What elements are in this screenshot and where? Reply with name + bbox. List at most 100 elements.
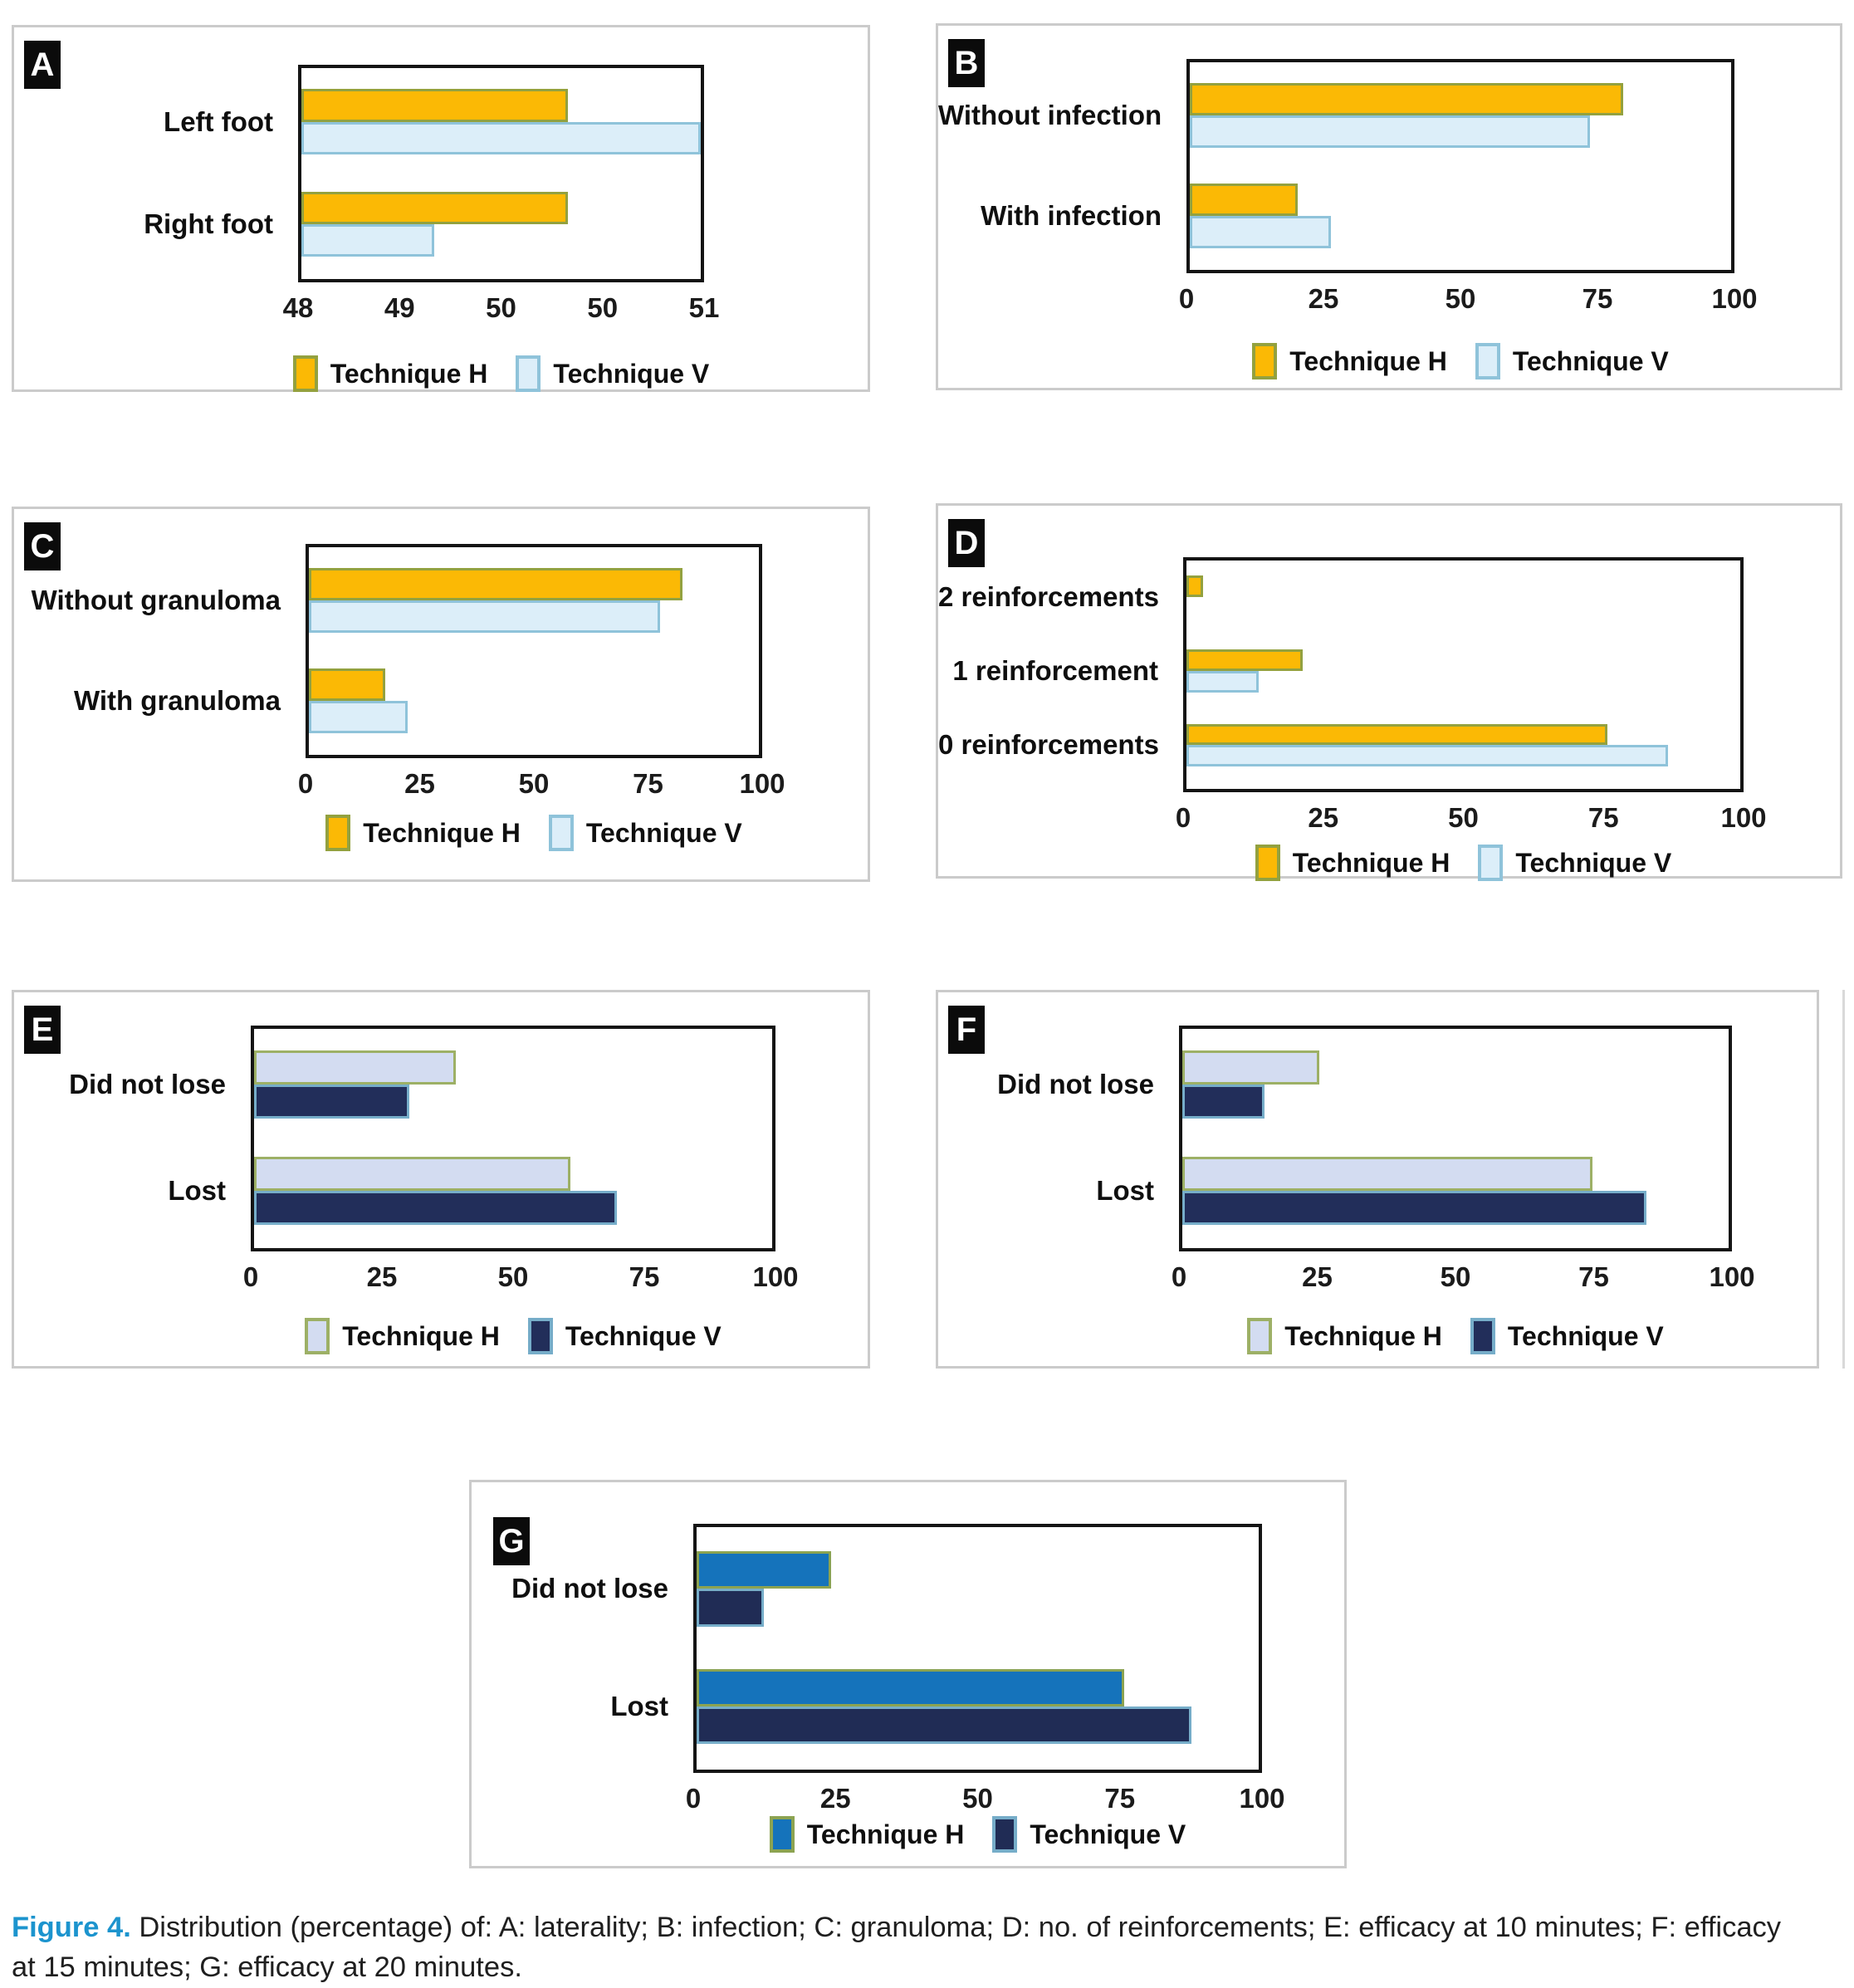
legend-swatch-technique-h (305, 1318, 330, 1354)
category-label: Lost (472, 1691, 668, 1722)
x-axis-tick: 75 (1578, 1261, 1609, 1293)
legend-label: Technique V (586, 818, 742, 849)
x-axis-tick: 75 (1104, 1783, 1135, 1814)
plot-area (251, 1026, 775, 1251)
legend-label: Technique V (1515, 848, 1671, 879)
bar-technique-v (697, 1706, 1191, 1744)
legend-label: Technique V (553, 359, 709, 389)
category-label: Without infection (938, 100, 1162, 131)
panel-letter-badge: G (493, 1517, 530, 1565)
legend: Technique H Technique V (693, 1816, 1262, 1853)
bar-technique-h (1190, 184, 1298, 216)
plot-area (1186, 59, 1734, 273)
category-label: Did not lose (938, 1069, 1154, 1100)
bar-technique-h (1186, 649, 1303, 671)
plot-area (1179, 1026, 1732, 1251)
legend-swatch-technique-v (1475, 343, 1500, 379)
x-axis-tick: 0 (686, 1783, 701, 1814)
legend-item-technique-h: Technique H (1252, 343, 1447, 379)
legend: Technique H Technique V (1186, 343, 1734, 379)
x-axis-tick: 0 (1176, 802, 1191, 834)
category-label: Did not lose (472, 1573, 668, 1604)
x-axis-tick: 75 (1583, 283, 1613, 315)
legend: Technique H Technique V (306, 815, 762, 851)
legend-item-technique-v: Technique V (1475, 343, 1669, 379)
x-axis-tick: 0 (1179, 283, 1194, 315)
bar-technique-v (1190, 115, 1590, 148)
legend-label: Technique H (1289, 346, 1447, 377)
plot-area (1183, 557, 1744, 792)
x-axis-tick: 75 (633, 768, 663, 800)
x-axis-tick: 25 (1302, 1261, 1333, 1293)
legend-item-technique-h: Technique H (1255, 845, 1450, 881)
x-axis-tick: 0 (1172, 1261, 1186, 1293)
legend-item-technique-h: Technique H (770, 1816, 965, 1853)
x-axis-tick: 50 (962, 1783, 993, 1814)
category-label: 2 reinforcements (938, 581, 1158, 613)
x-axis-tick: 25 (820, 1783, 851, 1814)
category-label: With infection (938, 200, 1162, 232)
bar-technique-h (1190, 83, 1623, 115)
legend-item-technique-h: Technique H (305, 1318, 500, 1354)
legend: Technique H Technique V (1183, 845, 1744, 881)
category-label: Lost (14, 1175, 226, 1207)
plot-area (306, 544, 762, 758)
bar-technique-v (254, 1191, 617, 1225)
legend-swatch-technique-v (1478, 845, 1503, 881)
bar-technique-h (1182, 1050, 1319, 1085)
bar-technique-h (301, 192, 568, 224)
panel-letter-badge: A (24, 41, 61, 89)
figure-caption-number: Figure 4. (12, 1912, 131, 1943)
category-label: Left foot (14, 106, 273, 138)
bar-technique-h (309, 568, 682, 600)
x-axis-tick: 0 (298, 768, 313, 800)
x-axis-tick: 50 (1448, 802, 1479, 834)
legend-label: Technique H (342, 1321, 500, 1352)
legend-swatch-technique-v (1470, 1318, 1495, 1354)
x-axis-tick: 50 (498, 1261, 529, 1293)
x-axis-tick: 25 (404, 768, 435, 800)
bar-technique-v (301, 122, 701, 154)
legend-item-technique-v: Technique V (549, 815, 742, 851)
panel-letter-badge: D (948, 519, 985, 567)
legend-item-technique-v: Technique V (1470, 1318, 1664, 1354)
bar-technique-h (309, 668, 385, 701)
bar-technique-v (1190, 216, 1331, 248)
legend-item-technique-v: Technique V (528, 1318, 722, 1354)
legend-label: Technique H (363, 818, 521, 849)
legend-label: Technique V (1030, 1819, 1186, 1850)
panel-letter-badge: E (24, 1006, 61, 1054)
bar-technique-h (697, 1551, 831, 1589)
legend: Technique H Technique V (1179, 1318, 1732, 1354)
x-axis-tick: 75 (629, 1261, 660, 1293)
x-axis-tick: 100 (1239, 1783, 1284, 1814)
legend-item-technique-h: Technique H (293, 355, 488, 392)
figure-caption: Figure 4. Distribution (percentage) of: … (12, 1907, 1797, 1988)
x-axis-tick: 0 (243, 1261, 258, 1293)
x-axis-tick: 51 (689, 292, 720, 324)
legend-item-technique-v: Technique V (992, 1816, 1186, 1853)
legend-swatch-technique-v (992, 1816, 1017, 1853)
x-axis-tick: 100 (1709, 1261, 1754, 1293)
legend-swatch-technique-v (528, 1318, 553, 1354)
panel-letter-badge: B (948, 39, 985, 87)
legend-label: Technique H (1293, 848, 1450, 879)
bar-technique-h (1186, 575, 1203, 597)
category-label: Without granuloma (14, 585, 281, 616)
x-axis-tick: 50 (1446, 283, 1476, 315)
x-axis-tick: 50 (1441, 1261, 1471, 1293)
legend-label: Technique H (1284, 1321, 1442, 1352)
legend-item-technique-h: Technique H (1247, 1318, 1442, 1354)
figure-caption-text: Distribution (percentage) of: A: lateral… (12, 1912, 1781, 1984)
bar-technique-v (1186, 671, 1259, 693)
bar-technique-v (309, 701, 408, 733)
bar-technique-h (1182, 1157, 1592, 1191)
page-edge-line (1842, 990, 1845, 1369)
